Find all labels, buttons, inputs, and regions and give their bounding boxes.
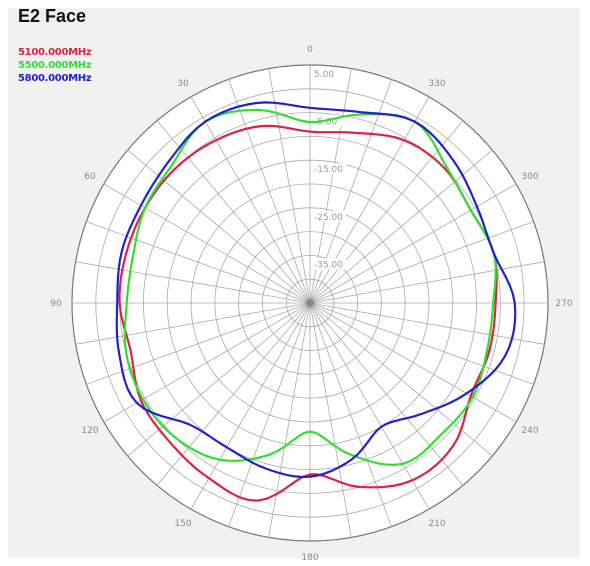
radial-tick-label: 5.00 — [314, 70, 334, 80]
grid-spoke — [75, 261, 311, 304]
radial-tick-bg — [312, 258, 346, 270]
angle-tick-label: 60 — [84, 172, 96, 182]
angle-tick-labels: 0 30 60 90 120 150 180 210 240 270 300 330 — [50, 45, 573, 563]
grid-spoke — [86, 302, 311, 385]
center-hub — [306, 299, 314, 307]
grid-spoke — [309, 302, 545, 345]
angle-tick-label: 180 — [301, 553, 318, 563]
grid-spoke — [309, 261, 545, 304]
radial-tick-label: -5.00 — [314, 118, 338, 128]
radial-tick-bg — [312, 68, 346, 79]
radial-tick-bg — [312, 163, 346, 175]
angle-tick-label: 300 — [521, 172, 538, 182]
grid-spoke — [190, 96, 311, 304]
radial-tick-bg — [312, 115, 346, 127]
grid-spoke — [309, 302, 517, 423]
grid-spoke — [103, 302, 311, 423]
radial-tick-bg — [312, 210, 346, 222]
chart-title: E2 Face — [18, 6, 87, 26]
radial-tick-label: -35.00 — [314, 260, 343, 270]
grid-spoke — [228, 302, 311, 527]
grid-spoke — [103, 183, 311, 304]
angle-tick-label: 150 — [174, 519, 191, 529]
grid-spoke — [309, 302, 392, 527]
angle-tick-label: 120 — [81, 426, 98, 436]
grid-spoke — [309, 183, 517, 304]
angle-tick-label: 270 — [555, 299, 572, 309]
grid-spoke — [309, 302, 430, 510]
grid-spoke — [127, 302, 311, 457]
legend-entry-5100: 5100.000MHz — [18, 47, 92, 58]
angle-tick-label: 240 — [521, 426, 538, 436]
series-lines — [115, 101, 517, 502]
angle-tick-label: 210 — [428, 519, 445, 529]
legend-entry-5500: 5500.000MHz — [18, 60, 92, 71]
angle-tick-label: 330 — [428, 79, 445, 89]
series-line-1 — [123, 108, 497, 466]
grid-spoke — [309, 302, 464, 486]
grid-spoke — [156, 120, 311, 304]
series-line-2 — [115, 101, 517, 479]
grid-spoke — [309, 302, 352, 538]
radial-tick-label: -25.00 — [314, 213, 343, 223]
grid-spoke — [268, 68, 311, 304]
grid-spoke — [190, 302, 311, 510]
angle-tick-label: 90 — [50, 299, 62, 309]
legend: 5100.000MHz 5500.000MHz 5800.000MHz — [18, 46, 92, 85]
angle-tick-label: 30 — [177, 79, 189, 89]
radial-tick-label: -15.00 — [314, 165, 343, 175]
legend-entry-5800: 5800.000MHz — [18, 73, 92, 84]
grid-spoke — [309, 221, 534, 304]
grid-spoke — [75, 302, 311, 345]
grid-spoke — [268, 302, 311, 538]
angle-tick-label: 0 — [307, 45, 313, 55]
grid-spoke — [86, 221, 311, 304]
grid-spoke — [309, 302, 534, 385]
radial-tick-labels: 5.00 -5.00 -15.00 -25.00 -35.00 — [312, 68, 346, 270]
grid-spoke — [228, 79, 311, 304]
